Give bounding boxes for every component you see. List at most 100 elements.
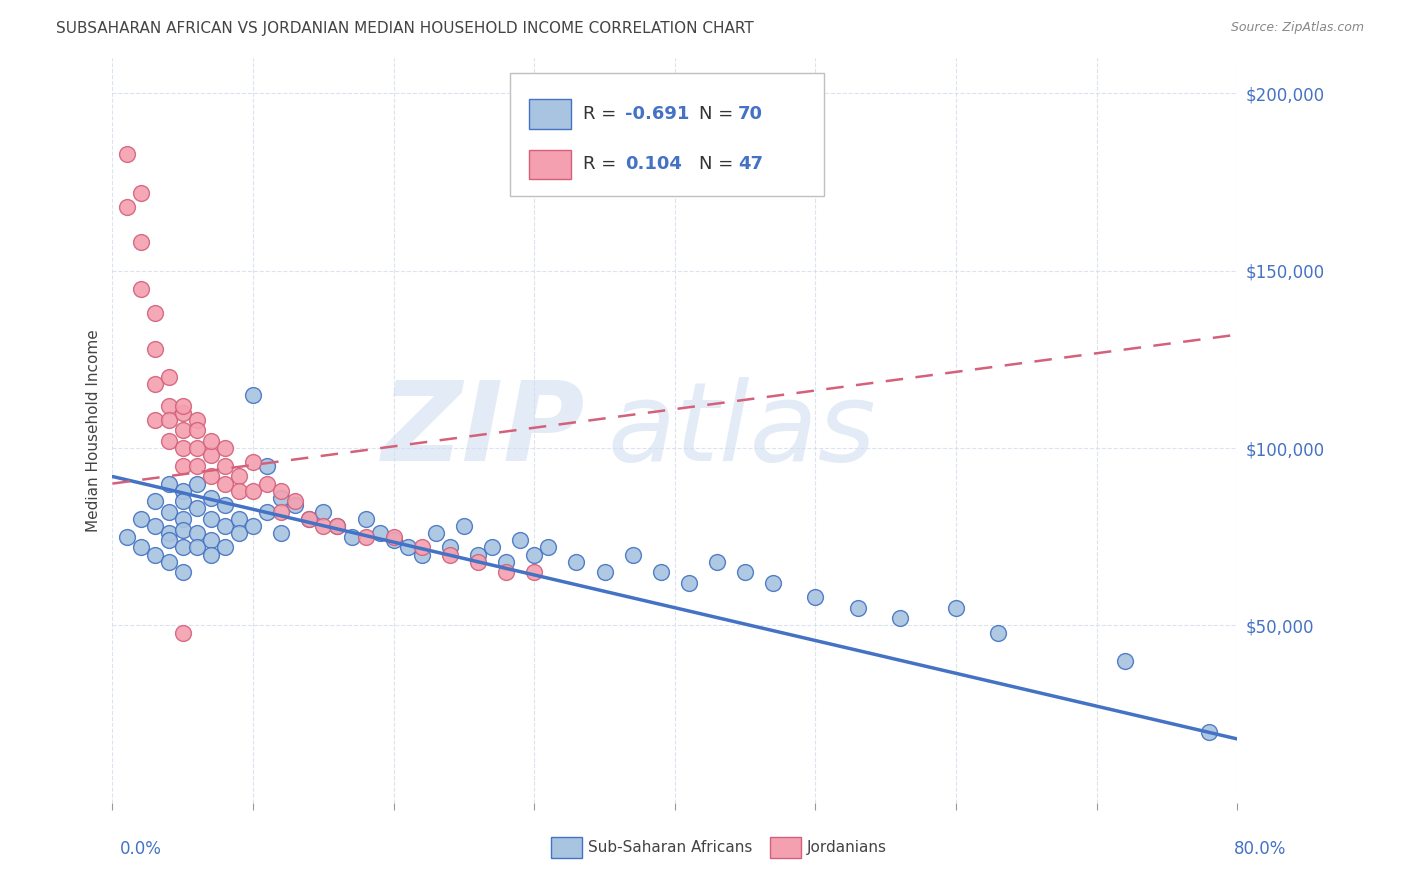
Point [228, 526, 250, 541]
Point [439, 541, 461, 555]
Point [186, 476, 208, 491]
Point [143, 306, 166, 320]
Point [467, 555, 489, 569]
Point [129, 281, 152, 295]
Point [270, 505, 292, 519]
Point [593, 566, 616, 580]
Point [172, 423, 194, 437]
Text: 0.104: 0.104 [626, 155, 682, 173]
Point [143, 377, 166, 392]
Point [804, 590, 827, 604]
Point [157, 370, 180, 384]
Point [200, 448, 222, 462]
Point [186, 441, 208, 455]
Point [157, 526, 180, 541]
Text: atlas: atlas [607, 377, 876, 483]
Point [945, 600, 967, 615]
Text: ZIP: ZIP [381, 377, 585, 483]
Point [523, 566, 546, 580]
Point [228, 469, 250, 483]
Point [270, 526, 292, 541]
Point [214, 519, 236, 533]
Point [200, 533, 222, 548]
Point [172, 483, 194, 498]
Point [186, 501, 208, 516]
Point [200, 434, 222, 448]
Point [1114, 654, 1136, 668]
Point [706, 555, 728, 569]
Text: 70: 70 [738, 105, 763, 123]
Point [382, 530, 405, 544]
Point [368, 526, 391, 541]
Point [214, 498, 236, 512]
Point [200, 491, 222, 505]
FancyBboxPatch shape [529, 150, 571, 179]
Point [186, 526, 208, 541]
Y-axis label: Median Household Income: Median Household Income [86, 329, 101, 532]
Point [172, 458, 194, 473]
Point [172, 625, 194, 640]
Point [354, 530, 377, 544]
Point [734, 566, 756, 580]
Text: N =: N = [699, 105, 738, 123]
Point [762, 575, 785, 590]
Point [200, 512, 222, 526]
Point [396, 541, 419, 555]
Point [172, 406, 194, 420]
Point [340, 530, 363, 544]
FancyBboxPatch shape [529, 99, 571, 128]
Point [172, 494, 194, 508]
Point [523, 548, 546, 562]
Point [157, 399, 180, 413]
Point [172, 399, 194, 413]
Point [621, 548, 644, 562]
Point [143, 548, 166, 562]
Text: SUBSAHARAN AFRICAN VS JORDANIAN MEDIAN HOUSEHOLD INCOME CORRELATION CHART: SUBSAHARAN AFRICAN VS JORDANIAN MEDIAN H… [56, 21, 754, 36]
Point [172, 566, 194, 580]
Point [326, 519, 349, 533]
Point [172, 541, 194, 555]
Point [439, 548, 461, 562]
Text: N =: N = [699, 155, 738, 173]
Text: -0.691: -0.691 [626, 105, 690, 123]
Point [242, 519, 264, 533]
Point [312, 505, 335, 519]
Point [129, 186, 152, 200]
Point [115, 146, 138, 161]
Point [143, 494, 166, 508]
Point [298, 512, 321, 526]
Point [200, 469, 222, 483]
Point [1198, 724, 1220, 739]
Point [354, 512, 377, 526]
Point [214, 541, 236, 555]
Point [650, 566, 672, 580]
Point [129, 235, 152, 250]
Point [115, 530, 138, 544]
Point [565, 555, 588, 569]
Point [382, 533, 405, 548]
Point [214, 441, 236, 455]
Point [889, 611, 911, 625]
Point [284, 494, 307, 508]
Text: 80.0%: 80.0% [1234, 840, 1286, 858]
Point [228, 483, 250, 498]
Point [298, 512, 321, 526]
Point [214, 476, 236, 491]
Point [186, 541, 208, 555]
Point [242, 388, 264, 402]
Point [129, 512, 152, 526]
Text: 47: 47 [738, 155, 763, 173]
Point [157, 413, 180, 427]
Point [270, 483, 292, 498]
Point [467, 548, 489, 562]
Point [425, 526, 447, 541]
Point [129, 541, 152, 555]
Point [157, 505, 180, 519]
Text: Sub-Saharan Africans: Sub-Saharan Africans [588, 840, 752, 855]
Point [678, 575, 700, 590]
Point [115, 200, 138, 214]
Point [242, 455, 264, 469]
Point [157, 434, 180, 448]
Point [987, 625, 1010, 640]
Point [846, 600, 869, 615]
